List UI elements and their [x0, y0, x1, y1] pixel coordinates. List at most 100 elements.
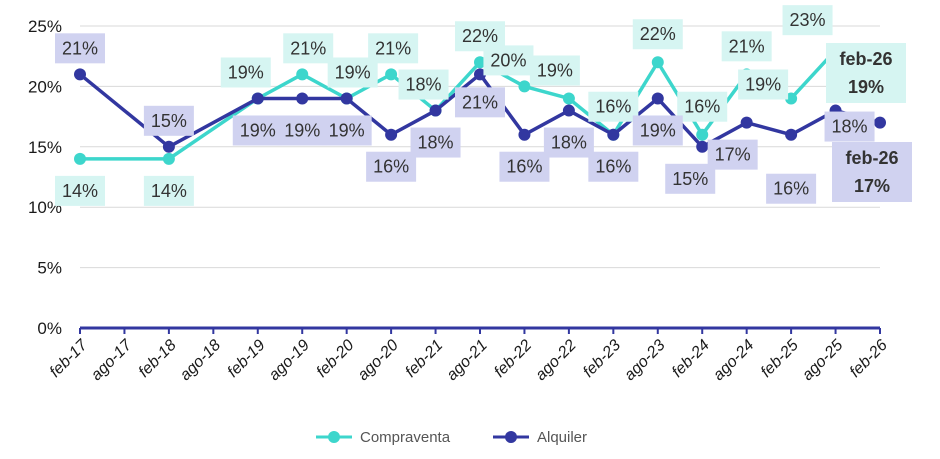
data-label-bg [277, 115, 328, 146]
data-label-bg [665, 163, 716, 194]
data-label-bg [398, 69, 449, 100]
data-label-bg [410, 127, 461, 158]
legend: Compraventa Alquiler [316, 429, 587, 446]
y-tick-label: 5% [37, 259, 62, 278]
legend-compraventa-label: Compraventa [360, 429, 451, 446]
data-label-bg [143, 175, 194, 206]
data-label-bg [55, 33, 105, 64]
data-label-bg [232, 115, 283, 146]
data-point [874, 116, 886, 129]
data-label-bg [220, 57, 271, 88]
x-tick-label: feb-24 [669, 337, 713, 381]
x-tick-label: feb-23 [580, 337, 624, 381]
data-point [251, 92, 264, 105]
data-label: 21% [462, 92, 498, 112]
x-tick-label: feb-18 [136, 337, 180, 381]
data-point [74, 152, 86, 165]
data-point [562, 104, 575, 117]
data-label-bg [143, 105, 194, 136]
data-label: 14% [62, 181, 98, 201]
final-label-date: feb-26 [839, 49, 892, 69]
data-label-bg [677, 91, 728, 122]
data-label: 19% [284, 120, 320, 140]
data-point [474, 68, 486, 81]
data-label: 19% [537, 60, 573, 80]
data-label-bg [543, 127, 594, 158]
data-label: 16% [373, 157, 409, 177]
data-point [429, 104, 442, 117]
data-label-bg [738, 69, 789, 100]
data-label-bg [824, 111, 875, 142]
data-label: 18% [551, 133, 587, 153]
data-point [740, 116, 753, 129]
data-label-bg [283, 33, 334, 64]
data-label-bg [366, 151, 417, 182]
data-labels: 14% 14%19%21%19%21%18%22%20%19%16%22%16%2… [55, 5, 912, 206]
data-label-bg [707, 139, 758, 170]
final-label-date: feb-26 [845, 148, 898, 168]
data-label-bg [55, 175, 105, 206]
legend-compraventa-marker [328, 431, 340, 443]
data-label: 16% [595, 157, 631, 177]
data-label: 19% [745, 74, 781, 94]
data-label-bg [321, 115, 372, 146]
data-point [340, 92, 353, 105]
data-label: 19% [228, 62, 264, 82]
data-label-bg [632, 115, 683, 146]
data-point [607, 128, 620, 141]
data-label: 15% [672, 169, 708, 189]
data-label: 21% [62, 38, 98, 58]
data-label-bg [368, 33, 419, 64]
data-point [696, 128, 709, 141]
y-axis-ticks: 0% 5% 10% 15% 20% 25% [28, 17, 62, 338]
data-label-bg [721, 31, 772, 62]
data-point [296, 92, 309, 105]
data-point [562, 92, 575, 105]
y-tick-label: 10% [28, 198, 62, 217]
data-point [518, 80, 531, 93]
data-label-bg [782, 5, 833, 36]
y-tick-label: 0% [37, 319, 62, 338]
x-tick-label: feb-20 [313, 337, 357, 381]
data-label: 20% [490, 50, 526, 70]
x-tick-label: feb-17 [47, 336, 92, 381]
x-tick-label: feb-22 [491, 337, 535, 381]
data-point [651, 56, 664, 69]
data-label-bg [529, 55, 580, 86]
y-tick-label: 20% [28, 77, 62, 96]
final-label-value: 19% [848, 77, 884, 97]
data-label: 21% [375, 38, 411, 58]
data-point [651, 92, 664, 105]
data-label-bg [455, 87, 505, 118]
x-tick-label: ago-25 [799, 337, 846, 384]
x-tick-label: ago-22 [532, 337, 579, 384]
final-label-bg [832, 142, 912, 202]
data-label: 19% [329, 120, 365, 140]
data-label: 21% [290, 38, 326, 58]
data-label: 19% [240, 120, 276, 140]
legend-alquiler-marker [505, 431, 517, 443]
data-label: 14% [151, 181, 187, 201]
data-point [785, 128, 798, 141]
x-tick-label: feb-25 [758, 337, 802, 381]
data-label-bg [588, 91, 639, 122]
x-tick-label: ago-19 [266, 337, 313, 384]
series-lines [74, 44, 886, 165]
data-label: 16% [595, 97, 631, 117]
data-point [696, 140, 709, 153]
y-tick-label: 15% [28, 138, 62, 157]
data-label: 23% [790, 10, 826, 30]
data-label: 18% [832, 117, 868, 137]
data-point [518, 128, 531, 141]
data-label-bg [499, 151, 550, 182]
data-label: 21% [729, 36, 765, 56]
y-tick-label: 25% [28, 17, 62, 36]
x-tick-label: ago-24 [710, 337, 757, 384]
data-label-bg [483, 45, 534, 76]
final-label-value: 17% [854, 176, 890, 196]
data-label: 16% [684, 97, 720, 117]
data-point [385, 128, 398, 141]
data-label: 15% [151, 111, 187, 131]
